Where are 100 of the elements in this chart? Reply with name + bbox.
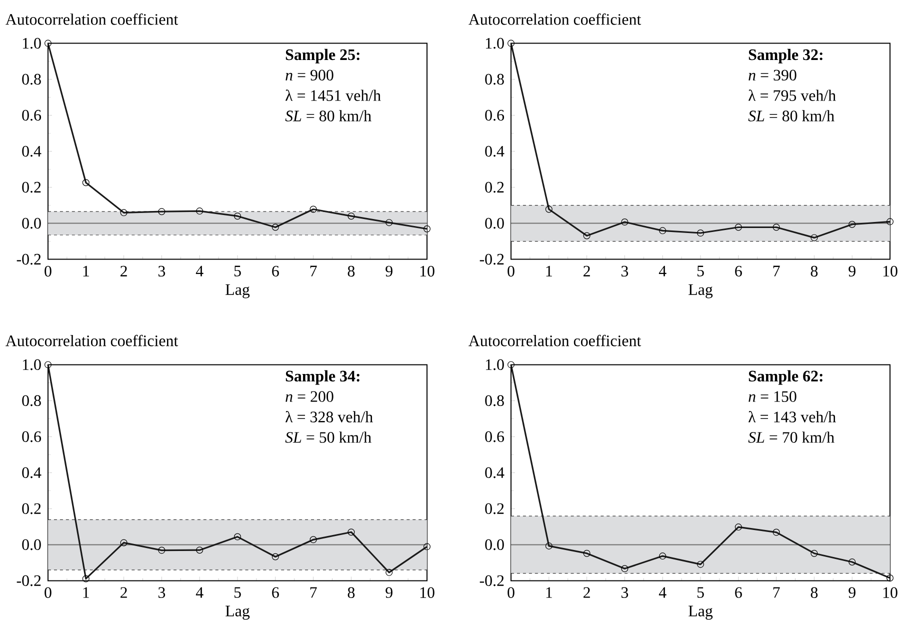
x-tick-label: 2	[584, 266, 590, 276]
y-axis-title: Autocorrelation coefficient	[468, 13, 642, 25]
y-tick-label: 0.6	[485, 110, 504, 121]
annotation: n = 150	[748, 391, 796, 402]
point	[886, 218, 894, 226]
x-tick-label: 6	[735, 266, 742, 277]
y-tick-label: 0.6	[22, 431, 42, 442]
x-tick-label: 3	[158, 587, 166, 598]
annotation: SL = 80 km/h	[748, 110, 834, 122]
y-tick-label: 0.0	[22, 218, 41, 229]
point	[545, 542, 552, 550]
x-tick-label: 1	[546, 587, 552, 598]
point	[734, 224, 742, 231]
point	[120, 539, 128, 546]
x-axis-title: Lag	[226, 284, 250, 298]
annotation: SL = 50 km/h	[285, 432, 372, 443]
x-tick-label: 1	[83, 587, 89, 598]
x-tick-label: 3	[621, 266, 628, 277]
point	[621, 565, 628, 572]
x-tick-label: 7	[773, 587, 780, 598]
point	[272, 553, 279, 560]
x-axis-title: Lag	[688, 284, 713, 298]
point	[848, 558, 856, 566]
point	[848, 220, 856, 228]
x-tick-label: 7	[310, 266, 317, 276]
point	[196, 208, 204, 215]
point	[158, 208, 166, 216]
y-tick-label: 0.6	[485, 431, 504, 442]
x-tick-label: 6	[735, 587, 742, 598]
x-tick-label: 0	[508, 266, 514, 277]
x-tick-label: 8	[810, 587, 818, 598]
x-tick-label: 5	[234, 587, 241, 598]
x-tick-label: 0	[508, 587, 514, 598]
x-tick-label: 4	[196, 587, 204, 598]
x-tick-label: 5	[697, 587, 704, 598]
point	[82, 575, 90, 582]
point	[508, 361, 515, 368]
point	[583, 550, 590, 557]
x-tick-label: 1	[546, 266, 552, 276]
x-tick-label: 3	[158, 266, 166, 277]
x-tick-label: 8	[810, 266, 818, 277]
x-axis-title: Lag	[226, 606, 250, 620]
x-tick-label: 10	[420, 266, 434, 277]
point	[196, 546, 204, 554]
y-tick-label: 1.0	[22, 359, 41, 370]
y-tick-label: 0.0	[22, 539, 41, 550]
y-axis-title: Autocorrelation coefficient	[468, 334, 642, 346]
y-tick-label: -0.2	[480, 575, 504, 586]
point	[386, 219, 393, 226]
point	[424, 543, 431, 550]
y-tick-label: 0.8	[22, 74, 41, 85]
point	[310, 536, 317, 544]
x-tick-label: 4	[658, 587, 666, 598]
annotation: Sample 32:	[748, 48, 822, 64]
x-tick-label: 9	[848, 266, 856, 277]
point	[810, 550, 818, 557]
annotation: λ = 1451 veh/h	[286, 90, 381, 101]
x-tick-label: 2	[120, 587, 127, 598]
point	[697, 230, 704, 237]
x-tick-label: 1	[83, 266, 89, 276]
point	[234, 533, 242, 540]
x-tick-label: 0	[44, 587, 52, 598]
point	[158, 546, 166, 554]
x-tick-label: 8	[348, 587, 355, 598]
x-tick-label: 6	[272, 266, 279, 277]
x-tick-label: 5	[234, 266, 241, 276]
point	[386, 568, 393, 576]
x-tick-label: 4	[658, 266, 666, 276]
y-tick-label: 0.4	[485, 467, 504, 478]
y-tick-label: 0.2	[485, 182, 504, 193]
x-tick-label: 6	[272, 587, 279, 598]
y-tick-label: 0.2	[485, 503, 504, 514]
x-tick-label: 7	[773, 266, 780, 276]
x-tick-label: 3	[621, 587, 628, 598]
point	[310, 206, 317, 213]
point	[508, 40, 515, 47]
x-tick-label: 10	[883, 587, 898, 598]
point	[272, 224, 279, 231]
x-tick-label: 2	[120, 266, 127, 276]
y-tick-label: 0.4	[22, 467, 42, 478]
x-axis-title: Lag	[688, 606, 713, 620]
x-tick-label: 10	[883, 266, 898, 277]
y-tick-label: 0.8	[22, 395, 41, 406]
y-tick-label: 0.6	[22, 110, 42, 121]
point	[810, 234, 818, 242]
y-tick-label: -0.2	[480, 254, 504, 265]
x-tick-label: 8	[348, 266, 355, 277]
point	[120, 209, 128, 216]
annotation: n = 900	[286, 70, 334, 81]
y-tick-label: 0.4	[22, 146, 42, 157]
point	[772, 528, 780, 536]
point	[697, 560, 704, 568]
y-tick-label: 0.8	[485, 74, 504, 85]
point	[44, 361, 52, 368]
annotation: Sample 25:	[286, 48, 360, 64]
y-axis-title: Autocorrelation coefficient	[6, 334, 178, 346]
annotation: n = 200	[286, 391, 334, 402]
annotation: λ = 328 veh/h	[286, 410, 373, 422]
x-tick-label: 10	[420, 587, 434, 598]
y-tick-label: -0.2	[16, 254, 41, 265]
